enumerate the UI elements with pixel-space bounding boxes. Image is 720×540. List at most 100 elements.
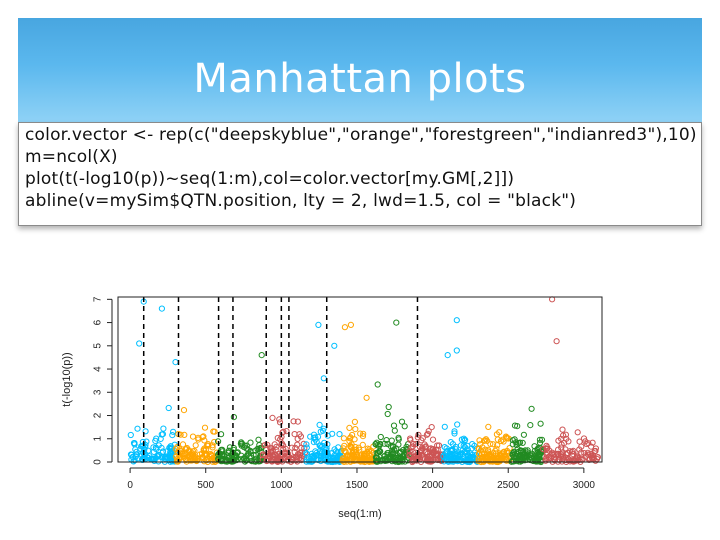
data-point <box>189 433 197 440</box>
data-point <box>150 455 157 462</box>
data-point <box>322 457 329 464</box>
data-point <box>355 444 362 451</box>
data-point <box>548 451 555 458</box>
data-point <box>418 447 425 454</box>
data-point <box>390 444 397 451</box>
data-point <box>538 436 546 443</box>
data-point <box>370 449 377 456</box>
data-point <box>354 457 361 464</box>
data-point <box>441 444 448 451</box>
data-point <box>341 442 348 449</box>
data-point <box>376 448 383 455</box>
data-point <box>504 447 511 455</box>
highlight-point <box>331 342 338 349</box>
data-point <box>282 445 289 452</box>
data-point <box>346 424 353 431</box>
points-layer <box>127 296 602 466</box>
data-point <box>200 446 207 453</box>
data-point <box>167 450 174 458</box>
data-point <box>499 453 506 461</box>
data-point <box>569 457 576 464</box>
data-point <box>351 418 358 425</box>
data-point <box>288 444 295 451</box>
x-tick-label: 2500 <box>497 480 520 491</box>
data-point <box>169 432 176 439</box>
data-point <box>276 419 284 426</box>
data-point <box>158 431 165 438</box>
data-point <box>502 454 509 461</box>
data-point <box>454 451 461 458</box>
data-point <box>306 457 313 464</box>
data-point <box>451 428 458 435</box>
data-point <box>245 446 252 453</box>
axes-layer: 0 500 1000 1500 2000 2500 3000 0 1 2 3 4 5 6 7 <box>93 296 596 491</box>
data-point <box>555 446 562 453</box>
data-point <box>225 447 232 455</box>
data-point <box>516 439 524 446</box>
manhattan-plot: 0 500 1000 1500 2000 2500 3000 0 1 2 3 4 5 6 7 seq(1:m… <box>61 296 603 520</box>
data-point <box>570 447 577 454</box>
data-point <box>509 457 516 464</box>
data-point <box>393 445 400 452</box>
data-point <box>273 447 280 454</box>
data-point <box>562 454 569 461</box>
highlight-point <box>315 321 322 329</box>
title-banner: Manhattan plots <box>18 18 702 122</box>
x-tick-label: 2000 <box>421 480 444 491</box>
data-point <box>142 428 149 435</box>
code-line-abline: abline(v=mySim$QTN.position, lty = 2, lw… <box>25 191 577 211</box>
data-point <box>407 437 414 444</box>
data-point <box>255 436 262 443</box>
data-point <box>294 418 301 425</box>
data-point <box>425 428 432 435</box>
data-point <box>461 449 468 456</box>
data-point <box>352 444 359 451</box>
data-point <box>559 449 567 456</box>
data-point <box>157 435 164 442</box>
data-point <box>454 421 461 428</box>
data-point <box>247 439 254 446</box>
data-point <box>344 452 351 459</box>
data-point <box>574 429 581 436</box>
data-point <box>285 450 292 457</box>
data-point <box>336 431 343 438</box>
data-point <box>329 430 336 437</box>
code-line-ncol: m=ncol(X) <box>25 147 118 167</box>
data-point <box>488 457 495 464</box>
data-point <box>303 444 310 451</box>
x-axis-label: seq(1:m) <box>338 508 381 520</box>
data-point <box>332 448 339 455</box>
data-point <box>489 441 497 448</box>
data-point <box>359 441 366 448</box>
data-point <box>195 434 202 441</box>
data-point <box>528 405 535 412</box>
data-point <box>381 440 388 447</box>
data-point <box>333 455 340 462</box>
data-point <box>347 434 354 441</box>
data-point <box>527 422 534 429</box>
data-point <box>284 452 291 459</box>
data-point <box>230 444 237 452</box>
data-point <box>441 423 448 430</box>
data-point <box>248 457 256 464</box>
data-point <box>320 375 327 382</box>
y-tick-label: 2 <box>93 412 104 418</box>
data-point <box>385 403 392 411</box>
plot-frame <box>117 296 603 463</box>
data-point <box>398 418 406 425</box>
data-point <box>292 444 299 451</box>
code-box: color.vector <- rep(c("deepskyblue","ora… <box>18 122 702 226</box>
data-point <box>177 454 184 461</box>
data-point <box>416 453 423 460</box>
data-point <box>202 450 209 457</box>
data-point <box>276 416 283 423</box>
data-point <box>534 446 541 453</box>
data-point <box>130 440 138 447</box>
data-point <box>280 428 287 435</box>
data-point <box>241 444 248 451</box>
data-point <box>238 452 245 459</box>
data-point <box>211 428 218 435</box>
data-point <box>134 425 141 432</box>
data-point <box>544 445 551 452</box>
data-point <box>494 442 501 449</box>
